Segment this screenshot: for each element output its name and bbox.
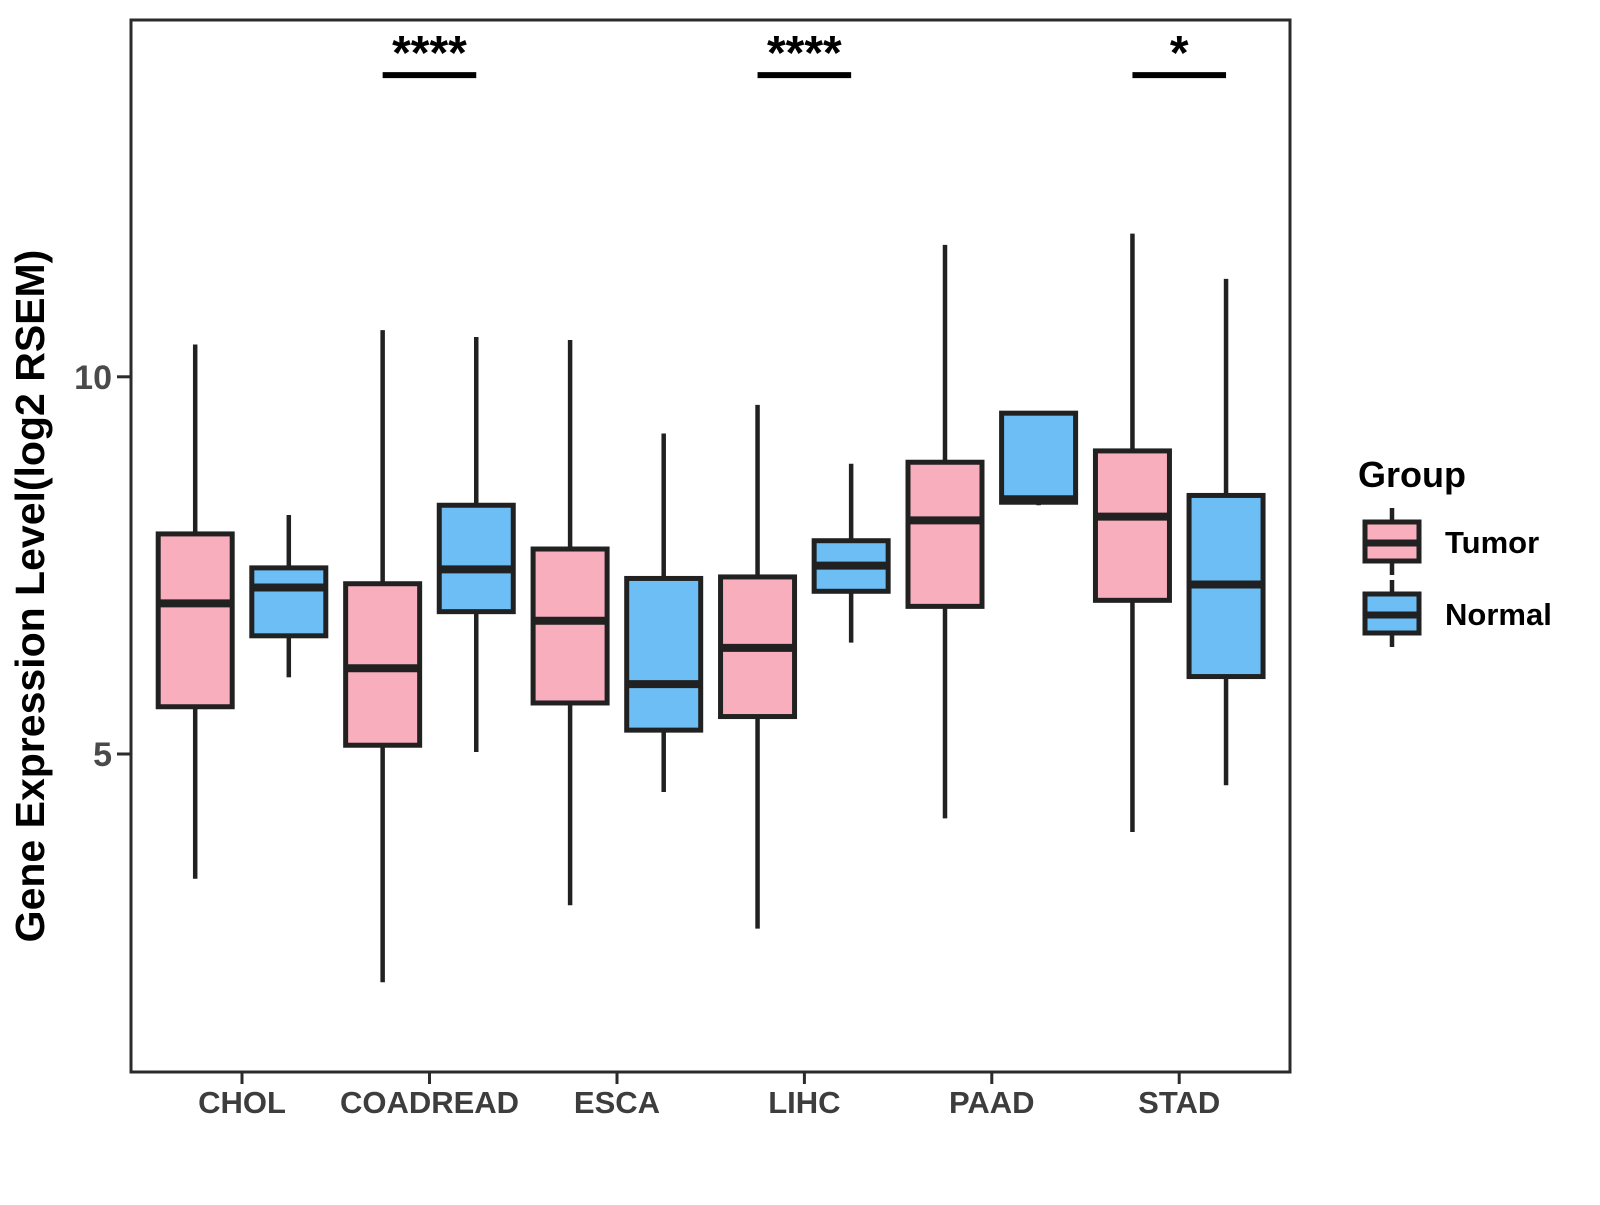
box-esca-tumor: [530, 339, 610, 906]
box-coadread-normal: [436, 336, 516, 753]
legend-item-normal: Normal: [1362, 580, 1552, 647]
boxes-layer: [155, 233, 1266, 983]
box-coadread-tumor: [343, 330, 423, 983]
iqr-box: [436, 502, 516, 615]
significance-stars: ****: [767, 27, 842, 80]
legend-title: Group: [1358, 454, 1466, 495]
iqr-box: [155, 531, 235, 710]
box-lihc-normal: [811, 463, 891, 643]
significance-lihc: ****: [757, 27, 852, 80]
iqr-box: [624, 575, 704, 733]
box-stad-tumor: [1092, 233, 1172, 833]
iqr-box: [1092, 448, 1172, 603]
box-stad-normal: [1186, 278, 1266, 786]
box-paad-tumor: [905, 244, 985, 819]
x-label-lihc: LIHC: [768, 1085, 840, 1120]
significance-stars: *: [1170, 27, 1189, 80]
x-label-stad: STAD: [1138, 1085, 1220, 1120]
iqr-box: [530, 546, 610, 706]
box-paad-normal: [999, 410, 1079, 506]
x-label-coadread: COADREAD: [340, 1085, 519, 1120]
significance-coadread: ****: [382, 27, 477, 80]
significance-annotations: **** **** *: [382, 27, 1227, 80]
iqr-box: [249, 565, 329, 639]
y-axis-title: Gene Expression Level(log2 RSEM): [7, 250, 53, 943]
legend-tumor-label: Tumor: [1445, 525, 1539, 560]
iqr-box: [999, 410, 1079, 505]
box-lihc-tumor: [718, 404, 798, 929]
x-label-esca: ESCA: [574, 1085, 660, 1120]
x-label-paad: PAAD: [949, 1085, 1035, 1120]
legend-item-tumor: Tumor: [1362, 508, 1539, 575]
legend: Group Tumor Normal: [1358, 454, 1552, 647]
box-chol-tumor: [155, 344, 235, 879]
iqr-box: [905, 459, 985, 609]
y-tick-label-5: 5: [93, 736, 112, 774]
x-label-chol: CHOL: [198, 1085, 286, 1120]
box-esca-normal: [624, 433, 704, 793]
legend-normal-label: Normal: [1445, 597, 1552, 632]
box-chol-normal: [249, 515, 329, 678]
significance-stars: ****: [392, 27, 467, 80]
significance-stad: *: [1132, 27, 1227, 80]
y-tick-label-10: 10: [74, 359, 112, 397]
